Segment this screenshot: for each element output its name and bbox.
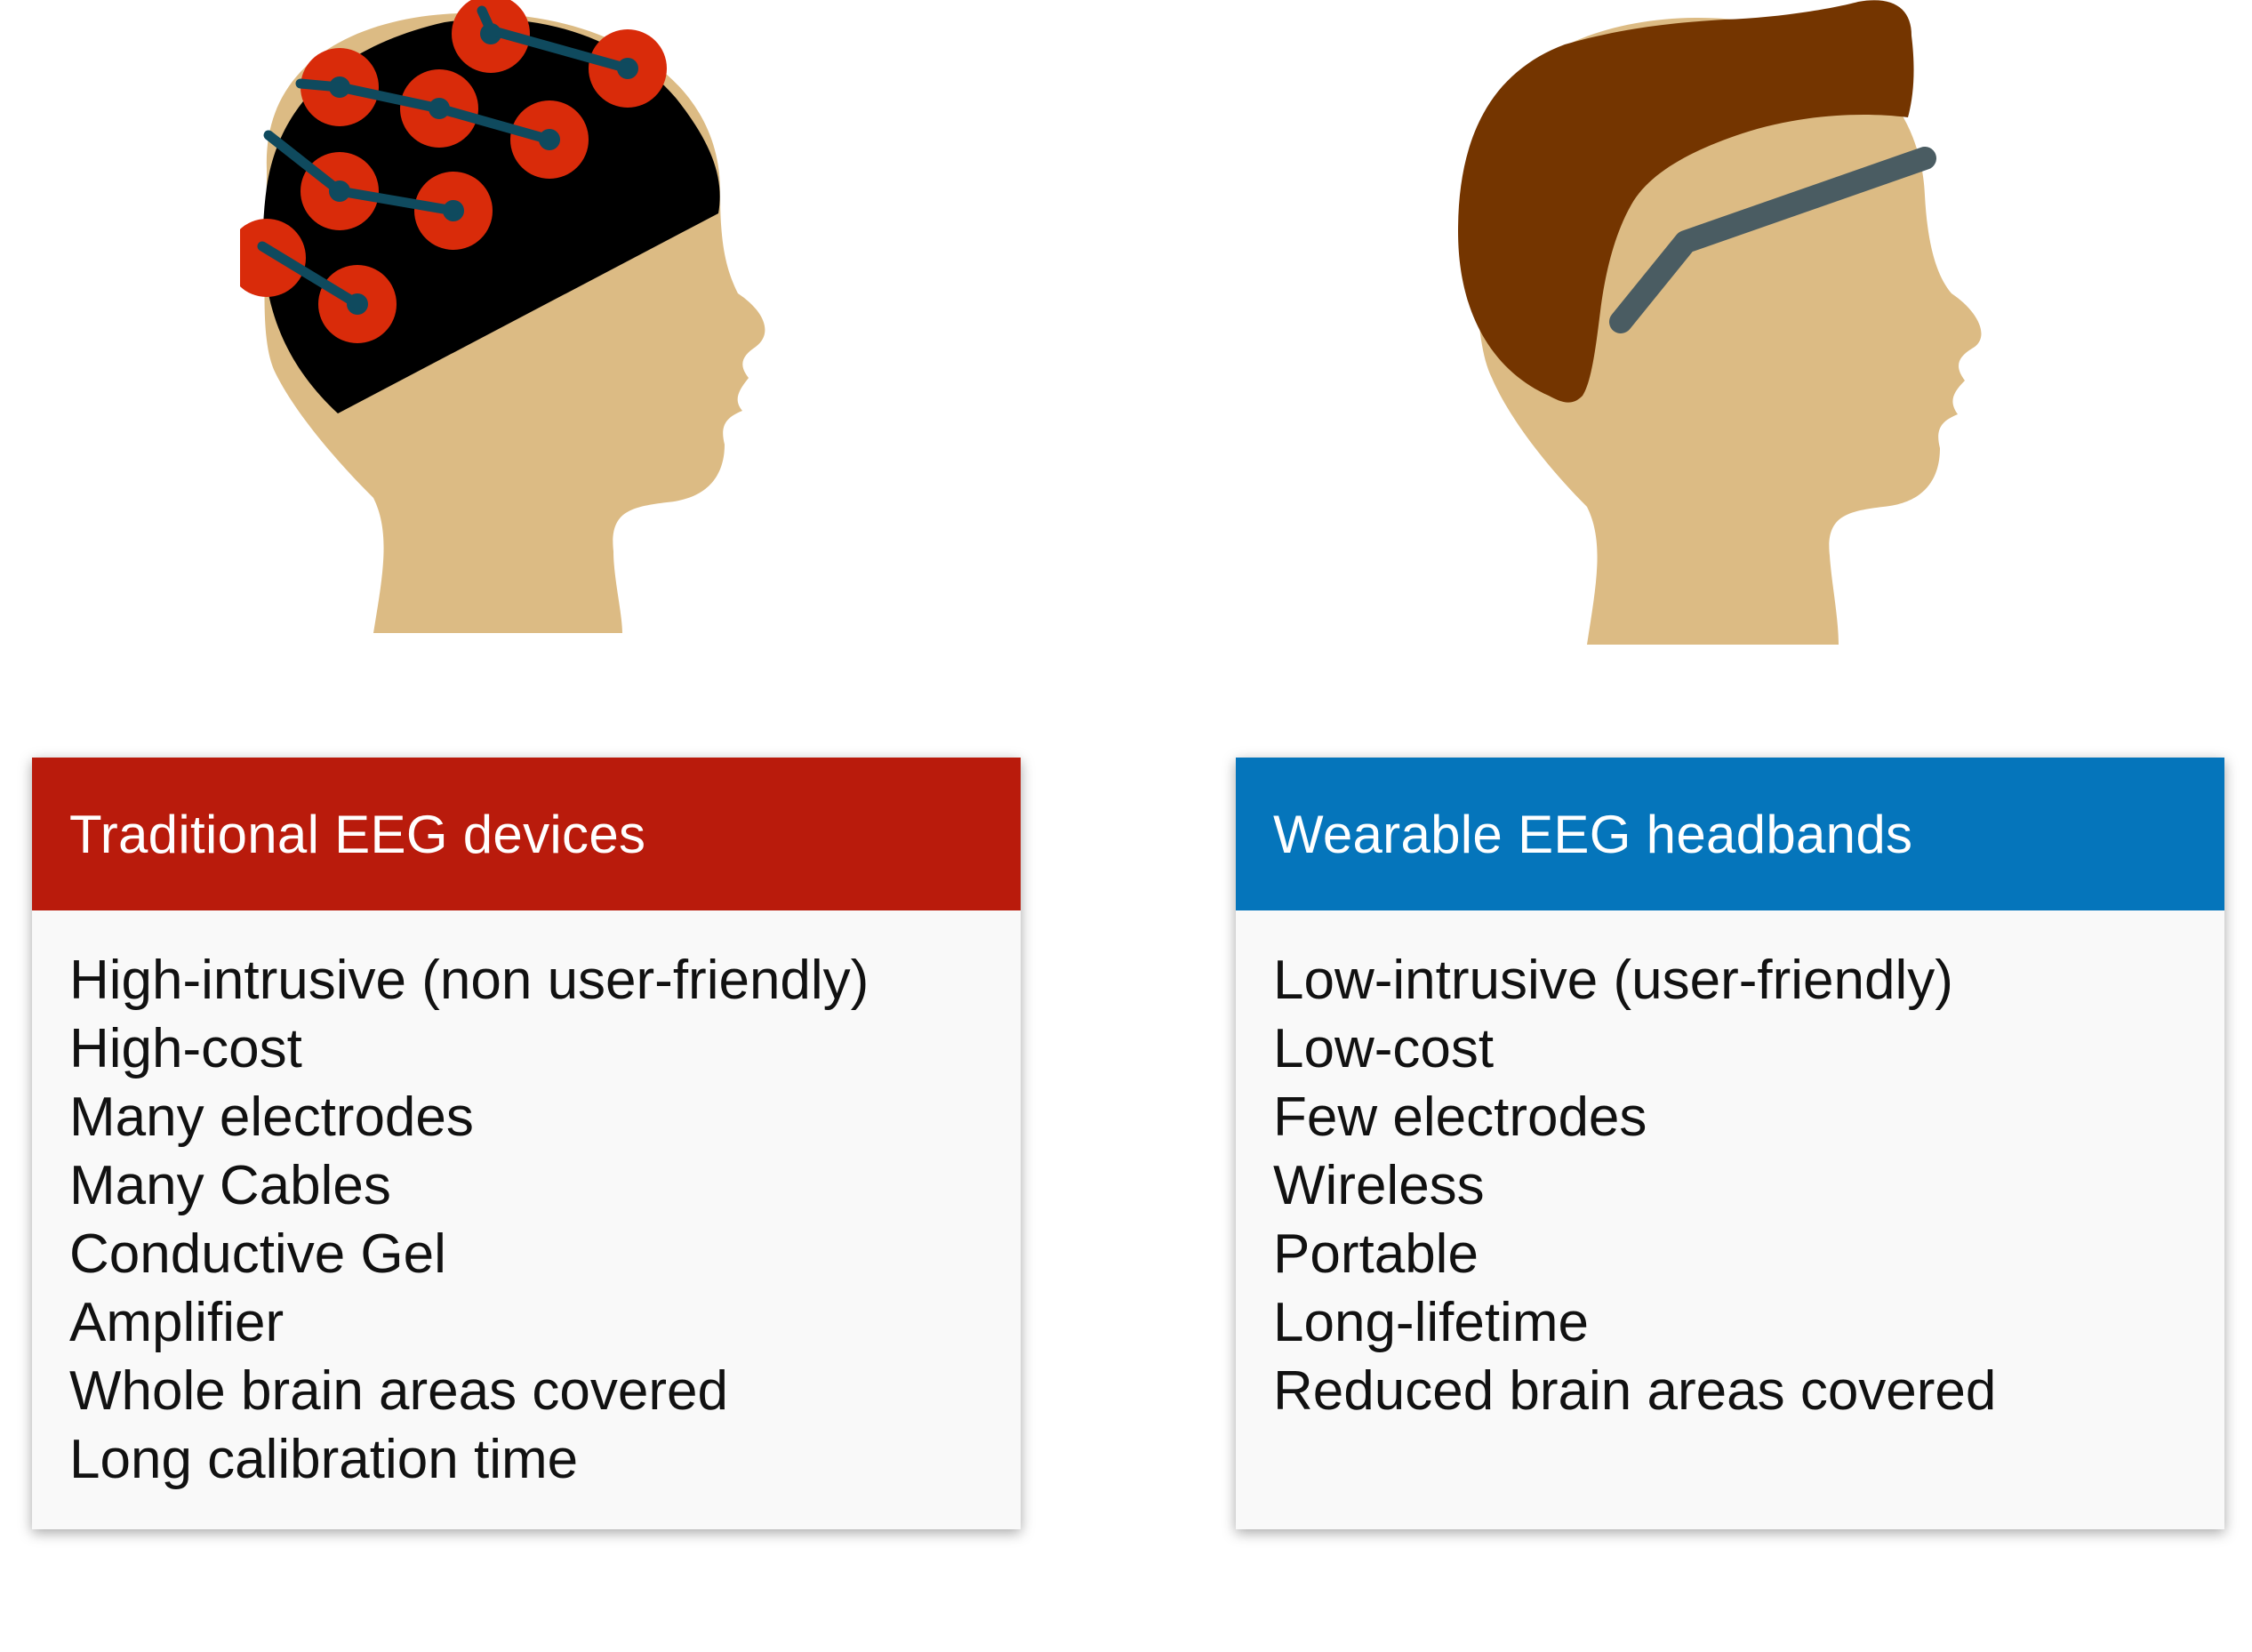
wearable-eeg-header: Wearable EEG headbands [1236, 758, 2224, 910]
wearable-eeg-title: Wearable EEG headbands [1273, 804, 1913, 864]
list-item: Low-cost [1273, 1018, 1495, 1079]
wearable-eeg-list: Low-intrusive (user-friendly) Low-cost F… [1236, 910, 2224, 1425]
list-item: Amplifier [69, 1292, 285, 1353]
head-with-eeg-headband-icon [1458, 0, 1982, 645]
hair [1458, 0, 1914, 403]
list-item: Portable [1273, 1223, 1479, 1285]
list-item: Reduced brain areas covered [1273, 1360, 1997, 1422]
list-item: High-cost [69, 1018, 302, 1079]
traditional-eeg-card: Traditional EEG devices High-intrusive (… [32, 758, 1021, 1529]
list-item: Many Cables [69, 1155, 391, 1216]
list-item: Whole brain areas covered [69, 1360, 728, 1422]
wearable-eeg-card: Wearable EEG headbands Low-intrusive (us… [1236, 758, 2224, 1529]
head-with-eeg-cap-icon [240, 0, 765, 634]
headband [1609, 147, 1936, 333]
traditional-eeg-title: Traditional EEG devices [69, 804, 646, 864]
list-item: Few electrodes [1273, 1087, 1647, 1148]
traditional-eeg-list: High-intrusive (non user-friendly) High-… [32, 910, 1021, 1494]
list-item: Conductive Gel [69, 1223, 446, 1285]
list-item: Wireless [1273, 1155, 1485, 1216]
list-item: High-intrusive (non user-friendly) [69, 950, 870, 1011]
list-item: Long-lifetime [1273, 1292, 1589, 1353]
list-item: Long calibration time [69, 1429, 579, 1490]
list-item: Low-intrusive (user-friendly) [1273, 950, 1953, 1011]
traditional-eeg-header: Traditional EEG devices [32, 758, 1021, 910]
cables [257, 5, 633, 309]
list-item: Many electrodes [69, 1087, 474, 1148]
